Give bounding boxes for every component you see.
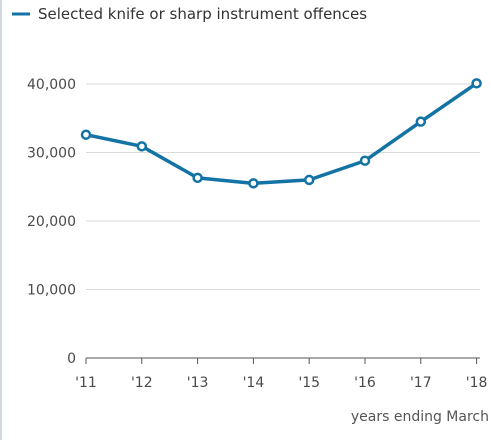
y-tick-label: 20,000 [27,214,76,230]
data-point [80,129,92,140]
x-axis: '11 '12 '13 '14 '15 '16 '17 '18 [75,357,488,391]
x-tick-label: '12 [131,375,153,391]
data-point [303,174,315,186]
x-tick-label: '15 [298,375,320,391]
y-tick-label: 30,000 [27,146,76,162]
y-tick-label: 10,000 [27,283,76,299]
data-point [248,178,259,189]
gridlines [86,83,480,290]
data-point [415,116,427,127]
x-tick-label: '14 [243,375,265,391]
x-tick-label: '16 [354,375,376,391]
x-axis-title: years ending March [351,409,489,425]
left-border-rule [0,0,2,440]
legend-label: Selected knife or sharp instrument offen… [38,5,367,23]
series-group [80,78,482,189]
chart-legend: Selected knife or sharp instrument offen… [12,5,367,23]
x-tick-label: '11 [75,375,97,391]
data-point [471,78,482,89]
x-tick-label: '17 [410,375,432,391]
x-tick-label: '13 [187,375,209,391]
data-point [359,155,371,166]
data-point [192,172,203,184]
x-tick-label: '18 [466,375,488,391]
y-tick-label: 0 [67,351,76,367]
data-point [136,141,148,152]
y-axis-tick-labels: 0 10,000 20,000 30,000 40,000 [27,77,76,367]
series-line [84,81,479,186]
y-tick-label: 40,000 [27,77,76,93]
